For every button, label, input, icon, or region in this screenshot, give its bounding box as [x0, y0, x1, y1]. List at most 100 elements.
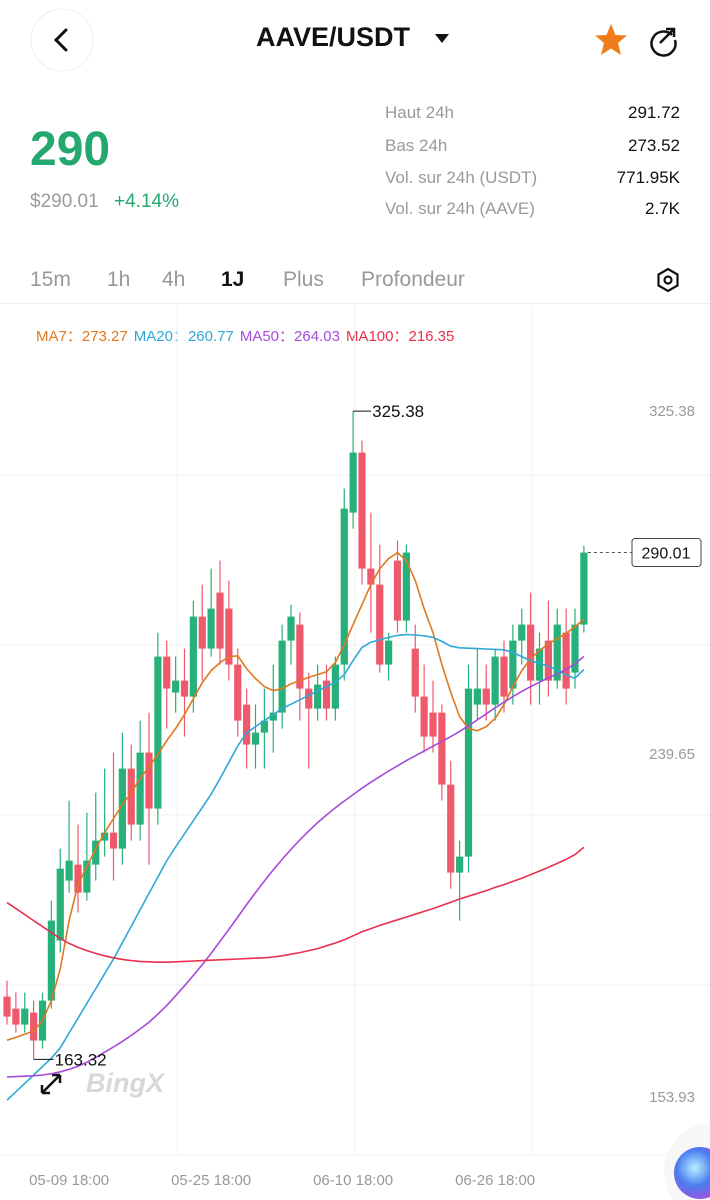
candle-body — [216, 592, 224, 649]
y-tick-label: 325.38 — [649, 403, 695, 420]
price-change: +4.14% — [114, 191, 179, 212]
pair-title[interactable]: AAVE/USDT — [255, 22, 410, 52]
expand-icon[interactable] — [40, 1073, 62, 1095]
candle-body — [163, 656, 171, 689]
stat-label: Vol. sur 24h (USDT) — [385, 168, 538, 187]
x-tick-label: 05-25 18:00 — [171, 1172, 251, 1189]
candle-body — [278, 640, 286, 713]
legend-value: 216.35 — [408, 328, 455, 345]
stat-label: Bas 24h — [385, 136, 448, 155]
ma-line — [6, 633, 585, 1101]
candle-body — [198, 616, 206, 649]
stat-value: 771.95K — [616, 168, 680, 187]
candle-body — [402, 552, 410, 621]
candle-body — [287, 616, 295, 641]
candle-body — [296, 624, 304, 689]
y-tick-label: 239.65 — [649, 746, 695, 763]
candle-body — [447, 784, 455, 873]
candle-body — [349, 452, 357, 513]
candle-body — [127, 768, 135, 825]
candle-body — [322, 680, 331, 709]
candle-body — [367, 568, 375, 585]
interval-tabs: 15m 1h 4h 1J Plus Profondeur — [0, 266, 640, 296]
candle-body — [92, 840, 100, 865]
candle-body — [56, 868, 64, 941]
usd-price: $290.01 — [30, 191, 99, 212]
candle-body — [518, 624, 526, 641]
ma-line — [6, 655, 585, 1078]
interval-tab[interactable]: 4h — [162, 268, 186, 291]
candle-body — [456, 856, 464, 873]
candle-body — [482, 688, 490, 705]
stat-value: 291.72 — [628, 103, 680, 122]
candle-body — [500, 656, 508, 697]
candle-body — [340, 508, 348, 665]
interval-tab[interactable]: Profondeur — [361, 268, 465, 291]
candle-body — [429, 712, 437, 737]
candle-body — [544, 640, 552, 681]
candle-body — [393, 560, 402, 621]
watermark: BingX — [86, 1068, 166, 1098]
ma-line — [6, 551, 585, 1041]
candle-body — [21, 1008, 29, 1025]
price-box-label: 290.01 — [642, 546, 691, 563]
candle-body — [234, 664, 242, 721]
candle-body — [580, 552, 588, 625]
y-tick-label: 153.93 — [649, 1089, 695, 1106]
x-tick-label: 06-10 18:00 — [313, 1172, 393, 1189]
candle-body — [109, 832, 118, 849]
candle-body — [136, 752, 144, 825]
ma-legend: MA7273.27 MA20260.77 MA50264.03 MA100216.35 — [36, 325, 460, 346]
favorite-star[interactable] — [594, 23, 628, 57]
stat-value: 2.7K — [645, 199, 680, 218]
candle-body — [145, 752, 153, 809]
candle-body — [473, 688, 481, 705]
legend-value: 264.03 — [294, 328, 340, 345]
candle-body — [571, 624, 579, 673]
candle-body — [74, 864, 82, 893]
candle-body — [83, 860, 91, 893]
x-tick-label: 06-26 18:00 — [455, 1172, 535, 1189]
legend-value: 260.77 — [187, 328, 234, 345]
candle-body — [180, 680, 189, 697]
legend-name: MA100 — [346, 328, 409, 345]
interval-tab[interactable]: 1h — [107, 268, 131, 291]
interval-tab[interactable]: 15m — [30, 268, 71, 291]
candle-body — [420, 696, 428, 737]
candle-body — [535, 648, 544, 681]
candle-body — [385, 640, 393, 665]
candle-body — [172, 680, 180, 693]
last-price: 290 — [30, 123, 111, 176]
stat-label: Vol. sur 24h (AAVE) — [385, 199, 535, 218]
chart-settings[interactable] — [655, 267, 681, 293]
low-marker-label: 163.32 — [55, 1050, 107, 1069]
interval-tab[interactable]: Plus — [283, 268, 324, 291]
back-button[interactable] — [30, 8, 94, 72]
candle-body — [358, 452, 366, 569]
candle-body — [269, 712, 277, 721]
grid — [0, 305, 710, 1156]
candle-body — [491, 656, 499, 705]
candle-body — [376, 584, 384, 665]
stat-label: Haut 24h — [385, 103, 454, 122]
candle-body — [118, 768, 126, 849]
interval-tab[interactable]: 1J — [221, 268, 245, 291]
candle-body — [65, 860, 73, 881]
candle-chart: BingX 325.38 239.65 153.93 05-09 18:00 05-25… — [0, 305, 710, 1200]
stat-value: 273.52 — [628, 136, 680, 155]
pair-dropdown[interactable] — [434, 33, 450, 45]
candle-body — [527, 624, 535, 681]
share-button[interactable] — [646, 23, 680, 57]
candle-body — [509, 640, 517, 689]
assistant-button[interactable] — [674, 1147, 710, 1199]
legend-name: MA20 — [134, 328, 188, 345]
candle-body — [411, 648, 419, 697]
high-marker-label: 325.38 — [372, 402, 424, 421]
ma-line — [6, 846, 585, 963]
legend-name: MA50 — [240, 328, 294, 345]
candle-body — [438, 712, 446, 785]
x-tick-label: 05-09 18:00 — [29, 1172, 109, 1189]
legend-value: 273.27 — [81, 328, 128, 345]
candle-body — [189, 616, 197, 697]
